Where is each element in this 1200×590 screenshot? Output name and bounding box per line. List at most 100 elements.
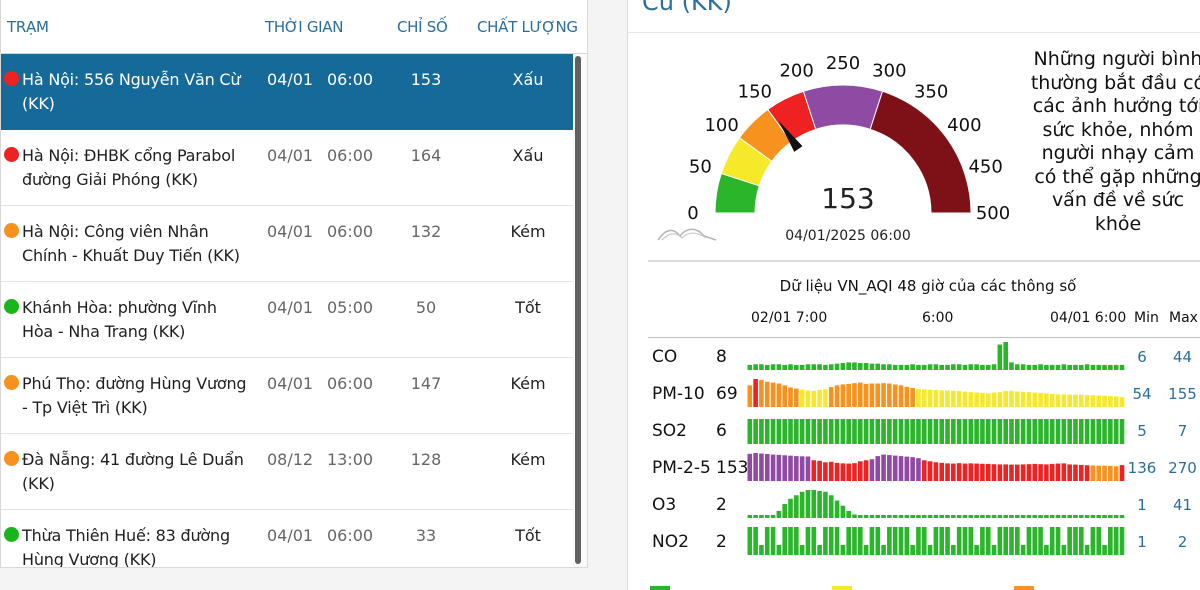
data-bar <box>852 419 857 444</box>
parameter-row[interactable]: O3 2 1 41 <box>628 488 1200 522</box>
parameter-min: 136 <box>1127 459 1157 477</box>
data-bar <box>863 419 869 444</box>
data-bar <box>857 419 863 444</box>
data-bar <box>834 419 840 444</box>
data-bar <box>1102 364 1107 370</box>
data-bar <box>840 545 846 555</box>
table-row[interactable]: Phú Thọ: đường Hùng Vương - Tp Việt Trì … <box>1 358 573 434</box>
data-bar <box>811 490 817 518</box>
data-bar <box>1049 393 1055 407</box>
data-bar <box>962 419 968 444</box>
data-bar <box>1032 364 1038 370</box>
data-bar <box>939 527 945 555</box>
data-bar <box>857 461 863 481</box>
data-bar <box>776 364 782 370</box>
data-bar <box>1102 515 1107 518</box>
data-bar <box>747 527 753 555</box>
table-row[interactable]: Hà Nội: Công viên Nhân Chính - Khuất Duy… <box>1 206 573 282</box>
scrollbar-thumb[interactable] <box>575 56 581 564</box>
data-bar <box>852 514 857 518</box>
data-bar <box>1038 464 1043 481</box>
station-title: Cừ (KK) <box>642 0 732 16</box>
parameter-bars <box>747 453 1125 481</box>
data-bar <box>1096 395 1102 407</box>
parameter-current: 2 <box>716 532 727 552</box>
table-row[interactable]: Đà Nẵng: 41 đường Lê Duẩn (KK) 08/12 13:00… <box>1 434 573 510</box>
data-bar <box>863 460 869 481</box>
table-row[interactable]: Hà Nội: ĐHBK cổng Parabol đường Giải Phó… <box>1 130 573 206</box>
data-bar <box>1090 515 1096 518</box>
data-bar <box>788 419 793 444</box>
data-bar <box>916 515 921 518</box>
data-bar <box>927 515 933 518</box>
data-bar <box>956 364 962 370</box>
data-bar <box>881 454 886 481</box>
data-bar <box>782 385 788 407</box>
header-index[interactable]: CHỈ SỐ <box>397 18 448 36</box>
data-bar <box>1009 362 1014 370</box>
data-bar <box>1061 419 1067 444</box>
data-bar <box>1113 515 1119 518</box>
data-bar <box>910 545 915 555</box>
row-time: 13:00 <box>327 450 374 469</box>
data-bar <box>1084 419 1090 444</box>
row-quality: Xấu <box>512 70 544 89</box>
data-bar <box>1055 394 1061 407</box>
header-station[interactable]: TRẠM <box>7 18 49 36</box>
data-bar <box>1020 391 1026 407</box>
data-bar <box>759 515 764 518</box>
table-row[interactable]: Hà Nội: 556 Nguyễn Văn Cừ (KK) 04/01 06:00… <box>1 54 573 130</box>
parameter-name: SO2 <box>652 421 687 441</box>
data-bar <box>1009 464 1014 481</box>
data-bar <box>933 419 939 444</box>
parameter-row[interactable]: CO 8 6 44 <box>628 340 1200 374</box>
parameter-current: 2 <box>716 495 727 515</box>
data-bar <box>1044 464 1049 481</box>
data-bar <box>753 527 758 555</box>
data-bar <box>881 364 886 370</box>
data-bar <box>974 463 979 481</box>
data-bar <box>1020 464 1026 481</box>
data-bar <box>753 379 758 407</box>
table-row[interactable]: Khánh Hòa: phường Vĩnh Hòa - Nha Trang (… <box>1 282 573 358</box>
data-bar <box>898 419 904 444</box>
data-bar <box>945 463 950 481</box>
header-time[interactable]: THỜI GIAN <box>265 18 344 36</box>
data-bar <box>945 364 950 370</box>
max-header: Max <box>1169 310 1198 326</box>
data-bar <box>1096 515 1102 518</box>
data-bar <box>1049 463 1055 481</box>
data-bar <box>788 498 793 518</box>
data-bar <box>799 491 805 518</box>
parameter-row[interactable]: PM-2-5 153 136 270 <box>628 451 1200 485</box>
data-bar <box>776 511 782 518</box>
header-quality[interactable]: CHẤT LƯỢNG <box>477 18 578 36</box>
row-index: 153 <box>410 70 442 89</box>
data-bar <box>1020 419 1026 444</box>
data-bar <box>828 461 834 481</box>
data-bar <box>1049 527 1055 555</box>
data-bar <box>991 364 997 370</box>
data-bar <box>980 364 985 370</box>
parameter-row[interactable]: NO2 2 1 2 <box>628 525 1200 559</box>
gauge-needle <box>778 121 803 152</box>
data-bar <box>1108 364 1113 370</box>
data-bar <box>985 364 991 370</box>
parameter-row[interactable]: PM-10 69 54 155 <box>628 377 1200 411</box>
parameter-bars <box>747 342 1125 370</box>
data-bar <box>927 545 933 555</box>
data-bar <box>980 527 985 555</box>
gauge-scale-label: 50 <box>689 157 712 178</box>
data-bar <box>985 463 991 481</box>
data-bar <box>881 545 886 555</box>
data-bar <box>956 515 962 518</box>
min-header: Min <box>1134 310 1159 326</box>
data-bar <box>863 545 869 555</box>
table-row[interactable]: Thừa Thiên Huế: 83 đường Hùng Vương (KK)… <box>1 510 573 567</box>
data-bar <box>799 545 805 555</box>
x-tick-label: 6:00 <box>922 310 954 326</box>
parameter-row[interactable]: SO2 6 5 7 <box>628 414 1200 448</box>
parameter-name: CO <box>652 347 678 367</box>
data-bar <box>892 455 898 481</box>
data-bar <box>916 458 921 481</box>
